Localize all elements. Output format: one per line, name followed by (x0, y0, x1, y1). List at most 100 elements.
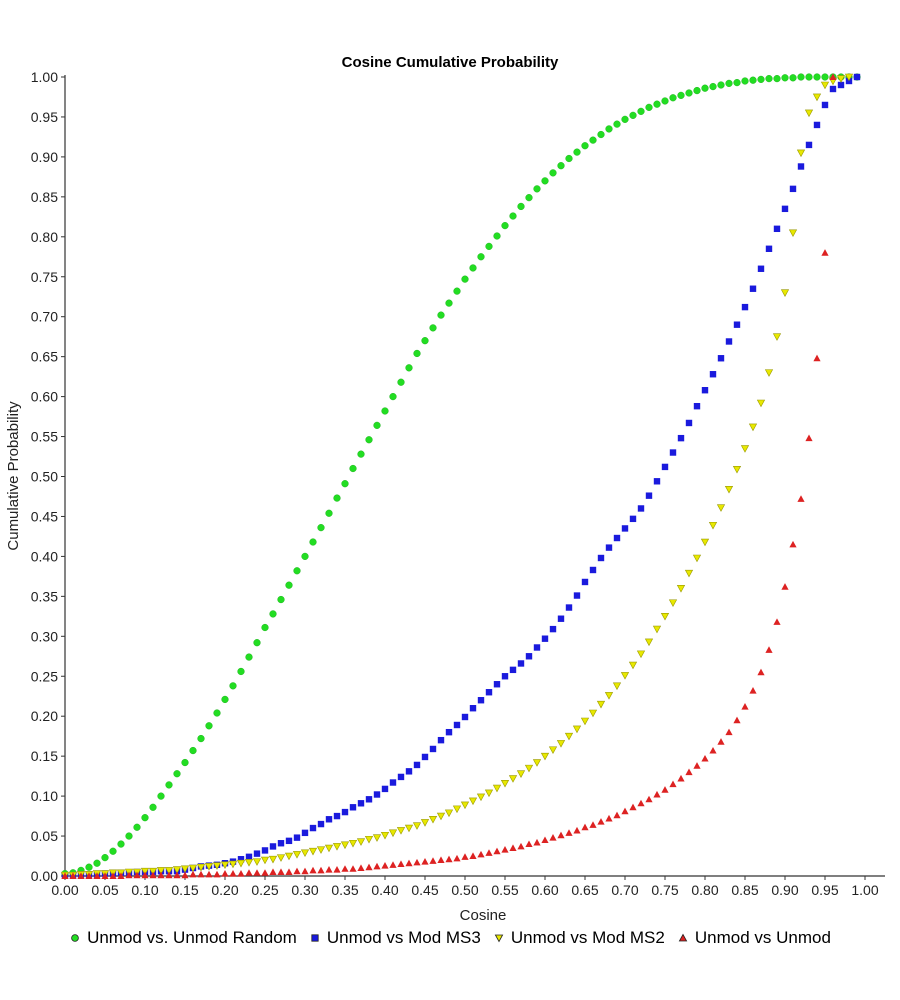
data-point (549, 834, 557, 841)
data-point (781, 583, 789, 590)
data-point (565, 604, 573, 611)
data-point (269, 843, 277, 850)
data-point (757, 668, 765, 676)
data-point (829, 73, 837, 80)
data-point (237, 856, 245, 863)
data-point (781, 205, 789, 213)
data-point (605, 125, 613, 133)
legend-label: Unmod vs Unmod (694, 928, 831, 947)
data-point (213, 870, 221, 878)
data-point (269, 610, 277, 618)
data-point (549, 625, 557, 633)
data-point (301, 552, 309, 561)
data-point (821, 249, 829, 256)
data-point (788, 229, 798, 238)
data-point (133, 823, 141, 831)
data-point (509, 666, 517, 674)
data-point (437, 311, 445, 319)
data-point (676, 585, 686, 593)
y-tick-label: 0.70 (31, 309, 58, 325)
data-point (613, 534, 621, 542)
data-point (717, 738, 725, 745)
data-point (397, 773, 405, 781)
data-point (757, 75, 765, 83)
data-point (701, 84, 709, 92)
data-point (156, 867, 166, 875)
data-point (396, 827, 406, 835)
data-point (525, 840, 533, 848)
data-point (205, 722, 213, 730)
y-tick-label: 0.20 (31, 708, 58, 724)
data-point (725, 728, 733, 736)
x-tick-label: 0.15 (171, 882, 198, 898)
data-point (308, 847, 318, 856)
data-point (693, 762, 701, 769)
y-tick-label: 0.30 (31, 628, 58, 644)
data-point (461, 275, 469, 283)
data-point (316, 846, 326, 854)
legend-marker (311, 934, 319, 942)
data-point (516, 770, 526, 778)
data-point (357, 450, 365, 458)
legend-marker-icon (71, 934, 79, 942)
legend-label: Unmod vs. Unmod Random (87, 928, 297, 947)
data-point (149, 803, 157, 811)
data-point (789, 74, 797, 82)
data-point (93, 859, 101, 867)
x-tick-label: 0.85 (731, 882, 758, 898)
data-point (597, 818, 605, 825)
data-point (349, 865, 357, 872)
data-point (420, 819, 430, 827)
data-point (357, 864, 365, 872)
data-point (237, 667, 245, 676)
data-points (60, 73, 861, 880)
data-point (709, 82, 717, 91)
data-point (293, 567, 301, 575)
data-point (229, 682, 237, 690)
data-point (589, 821, 597, 828)
data-point (581, 578, 589, 586)
data-point (485, 242, 493, 250)
data-point (349, 804, 357, 811)
data-point (221, 695, 229, 704)
data-point (452, 805, 462, 814)
data-point (804, 109, 814, 118)
data-point (596, 700, 606, 709)
data-point (436, 812, 446, 821)
data-point (597, 554, 605, 562)
data-point (317, 820, 325, 828)
x-tick-label: 0.75 (651, 882, 678, 898)
data-point (157, 871, 165, 879)
data-point (61, 872, 69, 879)
data-point (148, 867, 158, 876)
data-point (716, 504, 726, 512)
x-tick-label: 0.50 (451, 882, 478, 898)
data-point (629, 111, 637, 119)
data-point (453, 854, 461, 862)
data-point (709, 371, 717, 378)
data-point (773, 74, 781, 83)
data-point (285, 868, 293, 876)
y-tick-label: 0.80 (31, 229, 58, 245)
data-point (277, 840, 285, 847)
series-2 (60, 73, 854, 880)
data-point (549, 169, 557, 177)
legend-marker (678, 933, 688, 942)
data-point (349, 464, 357, 473)
data-point (125, 832, 133, 840)
data-point (261, 623, 269, 632)
data-point (589, 136, 597, 144)
data-point (93, 872, 101, 879)
legend-marker (71, 934, 79, 942)
x-tick-label: 0.10 (131, 882, 158, 898)
data-point (197, 870, 205, 878)
data-point (189, 746, 197, 755)
x-axis-title: Cosine (460, 907, 507, 924)
data-point (605, 814, 613, 822)
data-point (733, 78, 741, 87)
data-point (476, 793, 486, 802)
data-point (501, 222, 509, 230)
data-point (572, 725, 582, 734)
y-axis-title: Cumulative Probability (5, 401, 22, 551)
data-point (532, 759, 542, 767)
